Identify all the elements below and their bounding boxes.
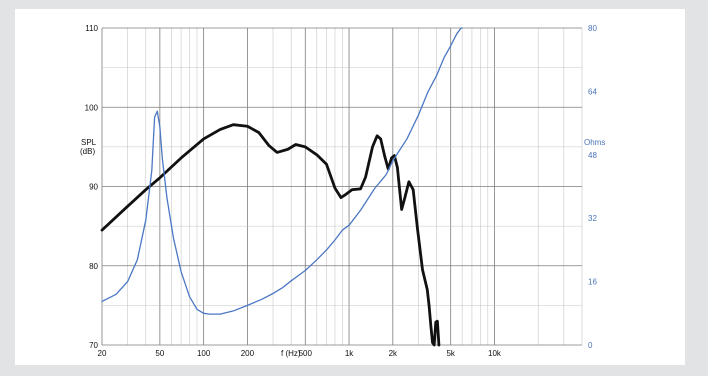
right-axis-title: Ohms (584, 138, 605, 147)
impedance-curve (101, 27, 463, 315)
x-tick-label: 5k (446, 349, 455, 358)
x-tick-label: 500 (299, 349, 313, 358)
x-tick-label: 2k (389, 349, 398, 358)
x-tick-label: 20 (98, 349, 107, 358)
left-tick-label: 80 (89, 262, 98, 271)
x-tick-label: 50 (155, 349, 164, 358)
spl-curve (100, 123, 441, 347)
right-tick-label: 64 (588, 87, 597, 96)
series-layer (100, 27, 463, 347)
left-tick-label: 110 (85, 24, 98, 33)
tick-labels: 70 80 90 100 110 0 16 32 48 64 80 20 50 100 200 500 1k 2k… (85, 24, 598, 358)
right-tick-label: 48 (588, 151, 597, 160)
right-tick-label: 0 (588, 341, 593, 350)
x-tick-label: 200 (241, 349, 255, 358)
left-axis-title-line1: SPL (81, 138, 97, 147)
right-tick-label: 32 (588, 214, 597, 223)
x-tick-label: 1k (345, 349, 354, 358)
left-tick-label: 100 (85, 103, 99, 112)
right-tick-label: 16 (588, 278, 597, 287)
left-tick-label: 90 (89, 183, 98, 192)
grid (101, 27, 583, 346)
right-tick-label: 80 (588, 24, 597, 33)
x-tick-label: 10k (488, 349, 502, 358)
x-tick-label: 100 (197, 349, 211, 358)
left-axis-title-line2: (dB) (80, 147, 95, 156)
left-tick-label: 70 (89, 341, 98, 350)
x-axis-title: f (Hz) (281, 349, 301, 358)
